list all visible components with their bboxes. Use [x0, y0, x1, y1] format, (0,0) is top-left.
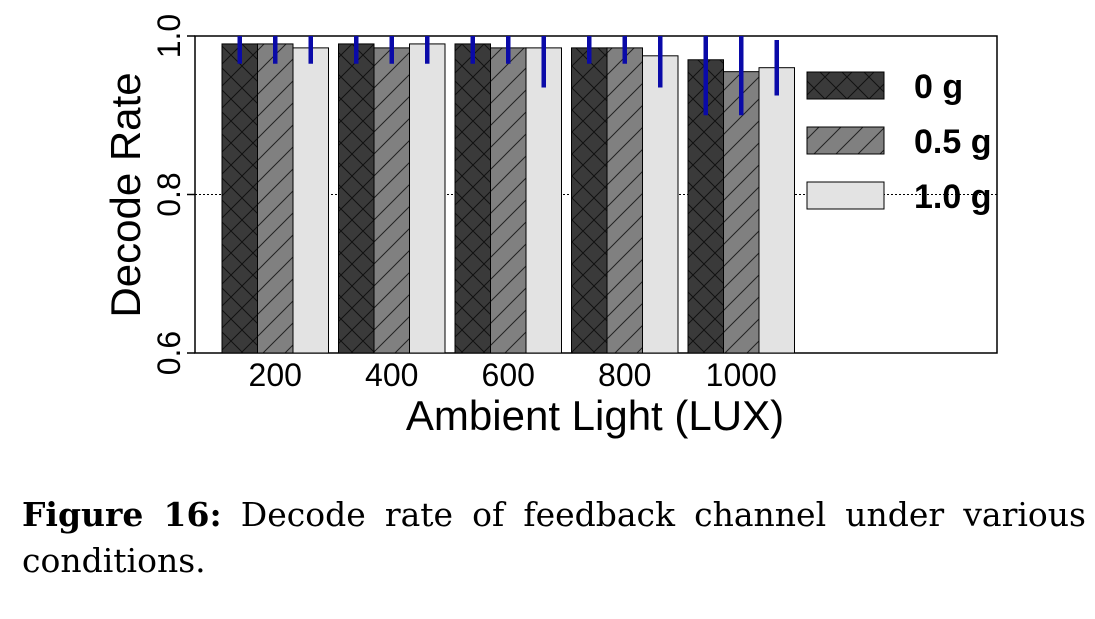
bar-1-0-g-800 [642, 55, 679, 354]
bar-0-g-1000 [687, 59, 724, 354]
decode-rate-chart: 0.6 0.8 1.0 200 400 600 800 1000 0 g 0.5 g 1.0 g D… [102, 14, 998, 439]
bar-0-g-200 [221, 43, 258, 354]
x-tick-label: 400 [365, 357, 418, 393]
y-tick-label: 1.0 [151, 14, 187, 58]
legend-swatch [806, 181, 885, 210]
legend-label: 0.5 g [914, 123, 991, 161]
bar-1-0-g-400 [409, 43, 446, 354]
bar-1-0-g-600 [525, 47, 562, 354]
legend-swatch [806, 71, 885, 100]
x-axis-label: Ambient Light (LUX) [406, 392, 784, 439]
bar-0-g-800 [571, 47, 608, 354]
y-axis-label: Decode Rate [102, 72, 149, 317]
bar-0-g-600 [454, 43, 491, 354]
legend-swatch [806, 126, 885, 155]
x-tick-label: 1000 [706, 357, 777, 393]
bar-0-5-g-1000 [723, 71, 760, 354]
legend-label: 0 g [914, 68, 963, 106]
figure-caption: Figure 16: Decode rate of feedback chann… [22, 492, 1086, 584]
legend-label: 1.0 g [914, 178, 991, 216]
bar-0-5-g-600 [490, 47, 527, 354]
x-tick-label: 800 [598, 357, 651, 393]
caption-text: Decode rate of feedback channel under va… [22, 495, 1086, 580]
x-tick-label: 200 [249, 357, 302, 393]
bar-1-0-g-200 [292, 47, 329, 354]
bar-0-5-g-200 [257, 43, 294, 354]
y-tick-label: 0.6 [151, 331, 187, 375]
y-tick-label: 0.8 [151, 172, 187, 216]
caption-label: Figure 16: [22, 495, 222, 534]
bar-0-5-g-800 [606, 47, 643, 354]
bar-1-0-g-1000 [758, 67, 795, 354]
bar-0-g-400 [338, 43, 375, 354]
x-tick-label: 600 [482, 357, 535, 393]
bar-0-5-g-400 [373, 47, 410, 354]
